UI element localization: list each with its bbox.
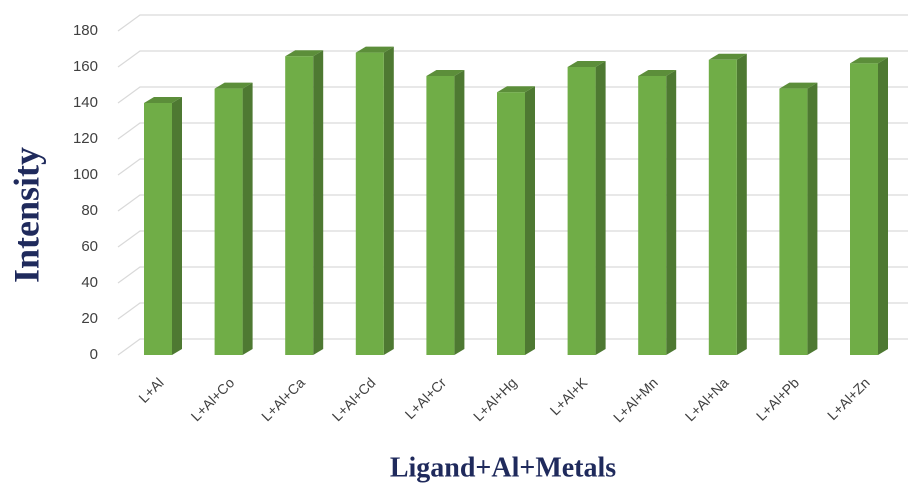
y-tick-label: 140 xyxy=(73,94,98,111)
bar-top xyxy=(144,97,182,103)
bar-side xyxy=(383,46,394,355)
bar xyxy=(355,52,384,355)
x-tick-label: L+Al+Cr xyxy=(402,374,450,422)
x-tick-label: L+Al+Ca xyxy=(258,374,308,424)
grid-line xyxy=(117,14,908,32)
bar xyxy=(567,67,596,355)
bar-top xyxy=(850,57,888,64)
grid-line xyxy=(117,50,908,68)
bar-top xyxy=(285,50,324,57)
bar-top xyxy=(567,61,606,67)
bar-top xyxy=(214,82,253,89)
bar-top xyxy=(426,70,465,76)
bar xyxy=(285,56,314,355)
bar-top xyxy=(497,86,535,93)
x-tick-label: L+Al+Zn xyxy=(824,374,873,423)
bar xyxy=(426,76,455,355)
bar-top xyxy=(638,70,677,76)
y-tick-label: 160 xyxy=(73,58,98,75)
x-tick-label: L+Al+Hg xyxy=(470,374,520,424)
bar-side xyxy=(736,53,747,356)
y-axis-title: Intensity xyxy=(6,147,46,283)
bar xyxy=(214,88,243,355)
y-tick-label: 120 xyxy=(73,130,98,147)
x-tick-label: L+Al+Na xyxy=(682,374,732,424)
y-tick-label: 180 xyxy=(73,22,98,39)
x-tick-label: L+Al+K xyxy=(547,374,591,418)
bar xyxy=(497,92,525,355)
bar-side xyxy=(807,82,818,355)
bar-side xyxy=(595,61,606,355)
y-tick-label: 40 xyxy=(81,274,98,291)
bar xyxy=(638,76,667,355)
y-tick-label: 20 xyxy=(81,310,98,327)
y-tick-label: 60 xyxy=(81,238,98,255)
y-tick-label: 0 xyxy=(90,346,98,363)
bar-top xyxy=(779,82,818,89)
bar-side xyxy=(313,50,324,355)
x-tick-label: L+Al xyxy=(135,374,166,405)
bar xyxy=(144,103,172,355)
x-axis-title: Ligand+Al+Metals xyxy=(390,452,616,483)
bar-side xyxy=(878,57,888,356)
bar-top xyxy=(708,53,747,60)
x-tick-label: L+Al+Co xyxy=(187,374,237,424)
bar-side xyxy=(666,70,677,355)
bar-side xyxy=(242,82,253,355)
bar xyxy=(850,63,878,356)
y-tick-label: 80 xyxy=(81,202,98,219)
x-tick-label: L+Al+Cd xyxy=(329,374,379,424)
x-tick-label: L+Al+Mn xyxy=(610,374,661,425)
bar-side xyxy=(454,70,465,355)
bar xyxy=(708,59,737,356)
y-tick-label: 100 xyxy=(73,166,98,183)
bar-side xyxy=(525,86,535,355)
bar xyxy=(779,88,808,355)
bar-top xyxy=(355,46,394,53)
bar-side xyxy=(172,97,182,355)
x-tick-label: L+Al+Pb xyxy=(753,374,802,423)
